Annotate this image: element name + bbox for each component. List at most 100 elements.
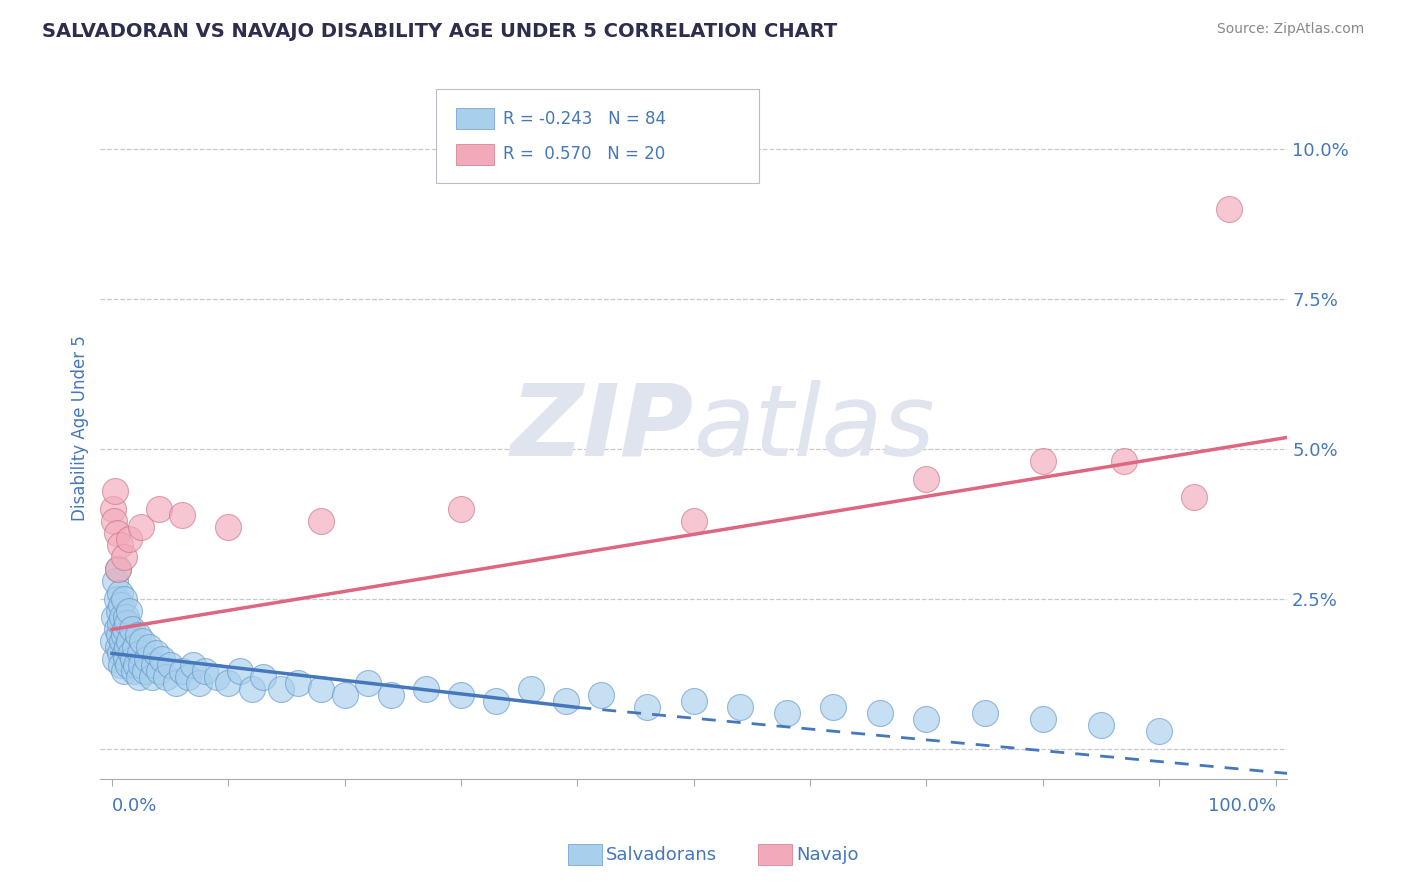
Point — [205, 670, 228, 684]
Point — [108, 647, 131, 661]
Point — [165, 676, 187, 690]
Point — [122, 652, 145, 666]
Point — [127, 628, 149, 642]
Point — [118, 533, 141, 547]
Point — [150, 652, 173, 666]
Point — [1218, 202, 1240, 217]
Point — [1114, 454, 1136, 468]
Point — [142, 658, 165, 673]
Point — [104, 652, 127, 666]
Point — [1032, 454, 1054, 468]
Point — [148, 502, 170, 516]
Point — [730, 700, 752, 714]
Point — [682, 515, 704, 529]
Point — [111, 610, 134, 624]
Point — [155, 670, 177, 684]
Point — [118, 634, 141, 648]
Point — [134, 665, 156, 679]
Point — [108, 586, 131, 600]
Point — [101, 634, 124, 648]
Point — [333, 689, 356, 703]
Point — [117, 658, 139, 673]
Point — [111, 634, 134, 648]
Point — [105, 526, 128, 541]
Point — [112, 592, 135, 607]
Point — [915, 712, 938, 726]
Point — [115, 640, 138, 655]
Point — [108, 538, 131, 552]
Point — [1032, 712, 1054, 726]
Point — [311, 682, 333, 697]
Point — [636, 700, 658, 714]
Point — [122, 665, 145, 679]
Point — [240, 682, 263, 697]
Point — [115, 652, 138, 666]
Point — [107, 562, 129, 576]
Point — [105, 623, 128, 637]
Point — [108, 604, 131, 618]
Point — [104, 574, 127, 589]
Text: 100.0%: 100.0% — [1208, 797, 1275, 815]
Text: 0.0%: 0.0% — [112, 797, 157, 815]
Point — [115, 616, 138, 631]
Point — [229, 665, 252, 679]
Point — [485, 694, 508, 708]
Point — [415, 682, 437, 697]
Point — [129, 658, 152, 673]
Point — [108, 616, 131, 631]
Point — [129, 520, 152, 534]
Point — [105, 592, 128, 607]
Text: atlas: atlas — [693, 380, 935, 477]
Point — [124, 640, 146, 655]
Point — [823, 700, 845, 714]
Point — [287, 676, 309, 690]
Point — [110, 658, 132, 673]
Point — [520, 682, 543, 697]
Point — [131, 634, 153, 648]
Text: Salvadorans: Salvadorans — [606, 846, 717, 863]
Point — [217, 676, 239, 690]
Point — [869, 706, 891, 721]
Point — [114, 647, 136, 661]
Text: R =  0.570   N = 20: R = 0.570 N = 20 — [503, 145, 665, 163]
Point — [589, 689, 612, 703]
Point — [270, 682, 292, 697]
Point — [380, 689, 402, 703]
Text: Source: ZipAtlas.com: Source: ZipAtlas.com — [1216, 22, 1364, 37]
Text: Navajo: Navajo — [796, 846, 858, 863]
Point — [104, 484, 127, 499]
Point — [194, 665, 217, 679]
Point — [170, 665, 193, 679]
Point — [776, 706, 799, 721]
Point — [103, 610, 125, 624]
Point — [128, 670, 150, 684]
Point — [159, 658, 181, 673]
Point — [357, 676, 380, 690]
Point — [141, 670, 163, 684]
Point — [138, 640, 160, 655]
Point — [915, 472, 938, 486]
Point — [121, 623, 143, 637]
Point — [108, 628, 131, 642]
Point — [450, 689, 472, 703]
Point — [682, 694, 704, 708]
Point — [1182, 491, 1205, 505]
Text: ZIP: ZIP — [510, 380, 693, 477]
Point — [1090, 718, 1112, 732]
Point — [145, 647, 167, 661]
Point — [120, 647, 142, 661]
Point — [115, 610, 138, 624]
Text: R = -0.243   N = 84: R = -0.243 N = 84 — [503, 110, 666, 128]
Point — [129, 647, 152, 661]
Point — [973, 706, 995, 721]
Y-axis label: Disability Age Under 5: Disability Age Under 5 — [72, 335, 89, 521]
Point — [114, 623, 136, 637]
Point — [450, 502, 472, 516]
Point — [112, 628, 135, 642]
Point — [101, 502, 124, 516]
Point — [107, 562, 129, 576]
Point — [110, 599, 132, 613]
Text: SALVADORAN VS NAVAJO DISABILITY AGE UNDER 5 CORRELATION CHART: SALVADORAN VS NAVAJO DISABILITY AGE UNDE… — [42, 22, 838, 41]
Point — [252, 670, 274, 684]
Point — [1147, 724, 1170, 739]
